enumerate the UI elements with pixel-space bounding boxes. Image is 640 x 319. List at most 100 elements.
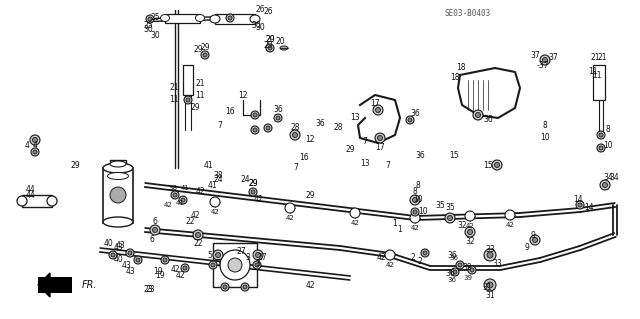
Circle shape (423, 251, 427, 255)
Circle shape (211, 263, 215, 267)
Circle shape (136, 258, 140, 262)
Circle shape (540, 55, 550, 65)
Circle shape (223, 285, 227, 289)
Text: 42: 42 (376, 253, 386, 262)
Circle shape (268, 46, 272, 50)
Circle shape (161, 256, 169, 264)
Text: 36: 36 (483, 115, 493, 124)
Text: 16: 16 (299, 152, 309, 161)
Text: 4: 4 (24, 140, 29, 150)
Text: 20: 20 (265, 35, 275, 44)
Text: 7: 7 (294, 164, 298, 173)
Text: 2: 2 (411, 254, 415, 263)
Circle shape (411, 208, 419, 216)
Text: 40: 40 (113, 256, 123, 264)
Circle shape (146, 15, 154, 23)
Text: 12: 12 (238, 91, 248, 100)
Text: 26: 26 (263, 8, 273, 17)
Bar (183, 65, 193, 95)
Text: 24: 24 (240, 175, 250, 184)
Circle shape (599, 133, 603, 137)
Ellipse shape (110, 161, 126, 167)
Text: 11: 11 (592, 70, 602, 79)
Circle shape (451, 268, 459, 276)
Circle shape (264, 124, 272, 132)
Text: 23: 23 (145, 286, 155, 294)
Text: 35: 35 (435, 202, 445, 211)
Circle shape (456, 261, 464, 269)
Circle shape (410, 195, 420, 205)
Circle shape (148, 17, 152, 21)
Circle shape (578, 203, 582, 207)
Text: 2: 2 (418, 257, 422, 266)
Text: 10: 10 (603, 140, 613, 150)
Text: 29: 29 (70, 160, 80, 169)
Circle shape (253, 113, 257, 117)
Circle shape (253, 261, 261, 269)
Text: 25: 25 (143, 20, 153, 29)
Text: 15: 15 (483, 160, 493, 169)
Text: 17: 17 (375, 144, 385, 152)
Text: 26: 26 (255, 5, 265, 14)
Text: 19: 19 (153, 268, 163, 277)
Circle shape (408, 118, 412, 122)
Circle shape (241, 283, 249, 291)
Text: 21: 21 (590, 53, 600, 62)
Text: 7: 7 (363, 137, 367, 146)
Text: 28: 28 (291, 122, 300, 131)
Text: 37: 37 (548, 53, 558, 62)
Circle shape (373, 105, 383, 115)
Circle shape (375, 133, 385, 143)
Text: 41: 41 (180, 185, 189, 191)
Text: 41: 41 (207, 181, 217, 189)
Circle shape (251, 111, 259, 119)
Text: 34: 34 (603, 173, 613, 182)
Circle shape (600, 180, 610, 190)
Circle shape (243, 285, 247, 289)
Circle shape (410, 213, 420, 223)
Circle shape (473, 110, 483, 120)
Circle shape (467, 229, 472, 234)
Text: 11: 11 (195, 91, 205, 100)
Text: 42: 42 (190, 211, 200, 219)
Text: 42: 42 (386, 262, 394, 268)
Circle shape (249, 188, 257, 196)
Ellipse shape (250, 15, 260, 23)
Text: 7: 7 (218, 121, 223, 130)
Bar (110, 160, 126, 168)
Text: 8: 8 (413, 188, 417, 197)
Circle shape (111, 253, 115, 257)
Circle shape (376, 108, 381, 113)
Text: 41: 41 (203, 160, 213, 169)
Circle shape (602, 182, 607, 188)
Text: 38: 38 (213, 170, 223, 180)
Circle shape (274, 114, 282, 122)
Text: 36: 36 (447, 277, 456, 283)
Text: 23: 23 (143, 286, 153, 294)
Text: 5: 5 (216, 259, 220, 269)
Circle shape (484, 279, 496, 291)
Text: 11: 11 (588, 68, 598, 77)
Text: 42: 42 (466, 223, 474, 229)
Text: 35: 35 (445, 204, 455, 212)
Circle shape (413, 210, 417, 214)
Text: 29: 29 (305, 190, 315, 199)
Text: 42: 42 (195, 188, 205, 197)
Circle shape (458, 263, 462, 267)
Circle shape (487, 282, 493, 288)
Circle shape (530, 235, 540, 245)
Text: 22: 22 (185, 218, 195, 226)
Circle shape (470, 268, 474, 272)
Text: 29: 29 (200, 43, 210, 53)
Circle shape (476, 113, 481, 117)
Text: 1: 1 (397, 226, 403, 234)
Circle shape (110, 187, 126, 203)
Circle shape (276, 116, 280, 120)
Text: 15: 15 (449, 151, 459, 160)
Circle shape (253, 128, 257, 132)
Circle shape (292, 132, 298, 137)
Circle shape (209, 261, 217, 269)
Text: 25: 25 (150, 13, 160, 23)
Circle shape (543, 57, 547, 63)
Bar (593, 65, 605, 100)
